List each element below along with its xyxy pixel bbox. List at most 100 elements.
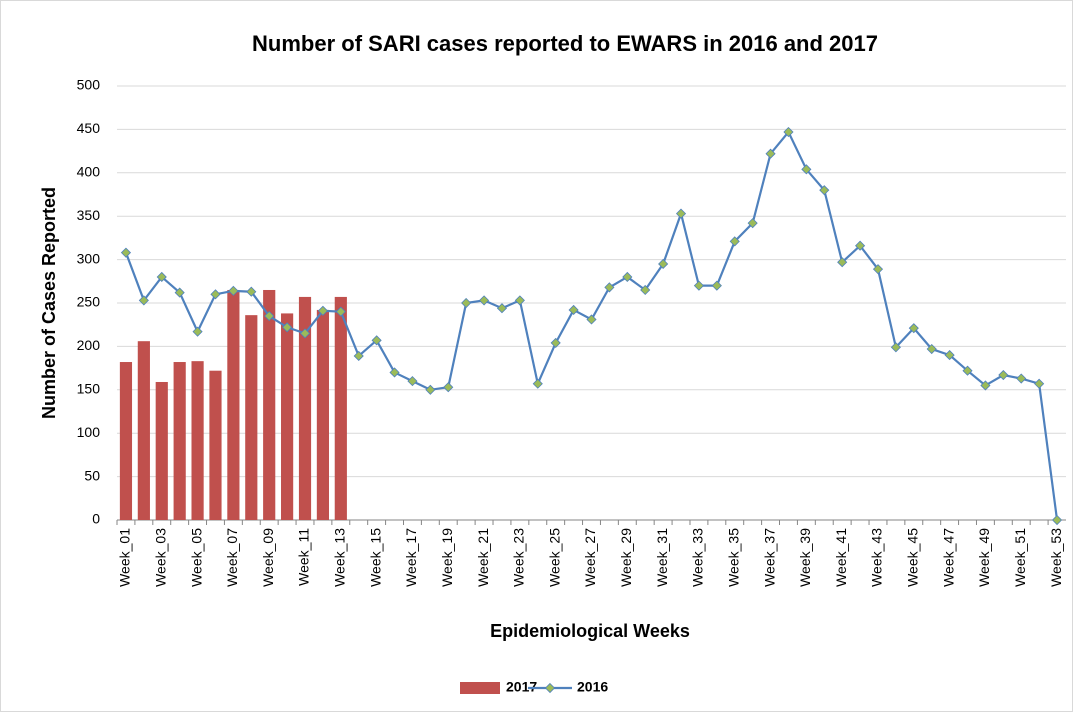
line-marker xyxy=(335,306,346,317)
line-marker xyxy=(640,284,651,296)
y-tick-label: 150 xyxy=(77,381,101,397)
x-tick-label: Week_09 xyxy=(260,528,276,587)
line-marker xyxy=(962,365,973,376)
line-marker xyxy=(407,376,418,387)
x-tick-label: Week_45 xyxy=(905,528,921,587)
x-tick-label: Week_41 xyxy=(833,528,849,587)
y-tick-label: 200 xyxy=(77,337,101,353)
line-marker xyxy=(693,280,704,291)
y-tick-label: 500 xyxy=(77,77,101,93)
x-tick-label: Week_31 xyxy=(654,528,670,587)
bar xyxy=(334,296,347,520)
x-tick-label: Week_07 xyxy=(224,528,240,587)
x-tick-label: Week_19 xyxy=(439,528,455,587)
line-marker xyxy=(443,382,454,393)
x-tick-label: Week_21 xyxy=(475,528,491,587)
line-marker xyxy=(765,148,776,159)
line-marker xyxy=(855,240,866,251)
x-tick-label: Week_35 xyxy=(725,528,741,587)
line-marker xyxy=(461,297,472,309)
x-tick-label: Week_03 xyxy=(152,528,168,587)
bar xyxy=(173,362,186,520)
bar xyxy=(316,309,330,520)
chart-title: Number of SARI cases reported to EWARS i… xyxy=(252,31,878,56)
y-tick-label: 350 xyxy=(77,207,101,223)
x-tick-label: Week_01 xyxy=(117,528,133,587)
line-marker xyxy=(801,164,812,175)
line-marker xyxy=(192,326,203,337)
line-marker xyxy=(371,335,382,346)
bar xyxy=(281,313,294,520)
x-tick-label: Week_11 xyxy=(296,528,312,586)
x-tick-label: Week_37 xyxy=(761,528,777,587)
y-tick-label: 0 xyxy=(92,511,100,527)
legend-label: 2016 xyxy=(577,679,608,695)
line-marker xyxy=(658,258,669,270)
line-marker xyxy=(980,380,991,391)
x-tick-label: Week_27 xyxy=(582,528,598,587)
y-tick-label: 450 xyxy=(77,120,101,136)
y-tick-label: 400 xyxy=(77,164,101,180)
x-tick-label: Week_51 xyxy=(1012,528,1028,587)
bar xyxy=(155,381,168,520)
x-tick-label: Week_15 xyxy=(367,528,383,587)
line-marker xyxy=(210,289,221,300)
x-tick-label: Week_17 xyxy=(403,528,419,587)
x-tick-label: Week_13 xyxy=(332,528,348,587)
line-marker xyxy=(944,350,955,361)
bar xyxy=(119,362,133,520)
line-marker xyxy=(783,126,794,138)
line-marker xyxy=(1034,378,1045,389)
line-marker xyxy=(998,369,1009,381)
legend-label: 2017 xyxy=(506,679,537,695)
line-marker xyxy=(1016,373,1027,384)
line-marker xyxy=(622,271,633,283)
x-tick-label: Week_53 xyxy=(1048,528,1064,587)
bar xyxy=(209,370,222,520)
x-axis-title: Epidemiological Weeks xyxy=(490,621,690,641)
line-marker xyxy=(282,322,293,333)
line-marker xyxy=(479,295,490,306)
x-tick-label: Week_33 xyxy=(690,528,706,587)
line-marker xyxy=(729,236,740,247)
line-marker xyxy=(425,384,436,395)
bar xyxy=(263,289,276,520)
line-marker xyxy=(926,343,937,355)
line-marker xyxy=(837,257,848,268)
x-tick-label: Week_29 xyxy=(618,528,634,587)
line-marker xyxy=(138,295,149,306)
x-tick-label: Week_05 xyxy=(188,528,204,587)
bar xyxy=(227,289,240,520)
line-marker xyxy=(908,323,919,334)
line-marker xyxy=(568,304,579,316)
line-marker xyxy=(389,367,400,378)
line-marker xyxy=(317,305,328,316)
line-marker xyxy=(872,264,884,275)
x-tick-label: Week_43 xyxy=(869,528,885,587)
line-marker xyxy=(174,287,185,298)
line-marker xyxy=(246,286,257,297)
line-marker xyxy=(586,314,597,325)
y-tick-label: 50 xyxy=(84,467,100,483)
line-marker xyxy=(120,247,132,258)
line-marker xyxy=(711,280,722,291)
x-tick-label: Week_39 xyxy=(797,528,813,587)
legend-marker xyxy=(544,682,556,694)
bar xyxy=(191,361,204,520)
line-marker xyxy=(353,350,364,362)
line-marker xyxy=(264,310,275,322)
y-tick-label: 250 xyxy=(77,294,101,310)
y-tick-label: 100 xyxy=(77,424,101,440)
line-marker xyxy=(890,342,901,353)
bar xyxy=(245,315,258,520)
x-tick-label: Week_23 xyxy=(511,528,527,587)
line-marker xyxy=(228,285,239,296)
x-tick-label: Week_49 xyxy=(976,528,992,587)
line-marker xyxy=(747,218,758,229)
line-marker xyxy=(156,271,167,283)
y-tick-label: 300 xyxy=(77,250,101,266)
line-marker xyxy=(604,282,615,293)
y-axis-title: Number of Cases Reported xyxy=(39,187,59,419)
